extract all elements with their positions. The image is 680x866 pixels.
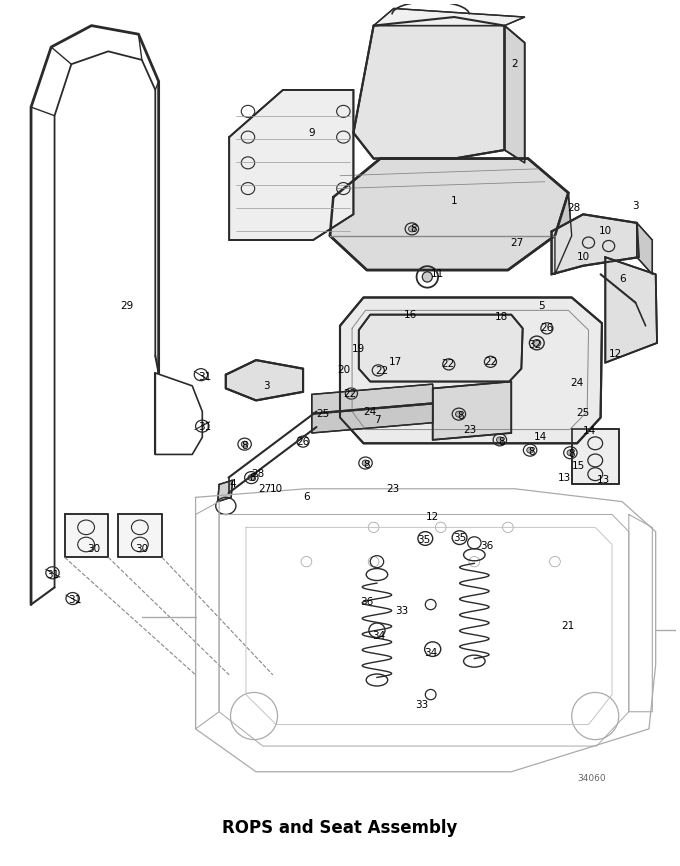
Polygon shape: [572, 429, 619, 484]
Text: 31: 31: [68, 595, 82, 605]
Text: 22: 22: [441, 359, 454, 370]
Text: 19: 19: [352, 344, 365, 354]
Text: 8: 8: [411, 224, 418, 234]
Text: 35: 35: [418, 535, 430, 546]
Ellipse shape: [248, 475, 255, 481]
Ellipse shape: [527, 447, 533, 453]
Text: 8: 8: [498, 436, 505, 447]
Polygon shape: [354, 17, 505, 158]
Text: 22: 22: [375, 366, 389, 376]
Polygon shape: [65, 514, 108, 558]
Text: 11: 11: [430, 269, 444, 280]
Text: 15: 15: [572, 461, 585, 470]
Text: 14: 14: [534, 432, 547, 443]
Text: 27: 27: [510, 237, 524, 248]
Text: 23: 23: [386, 484, 399, 494]
Text: 8: 8: [528, 447, 534, 457]
Text: 2: 2: [511, 59, 518, 69]
Text: 8: 8: [241, 441, 248, 451]
Text: 30: 30: [135, 544, 148, 553]
Text: 26: 26: [540, 323, 554, 333]
Text: 26: 26: [296, 436, 309, 447]
Text: 22: 22: [484, 357, 498, 367]
Polygon shape: [505, 26, 525, 163]
Polygon shape: [432, 382, 511, 440]
Text: 32: 32: [528, 339, 541, 350]
Text: 16: 16: [404, 310, 417, 320]
Text: 13: 13: [596, 475, 610, 485]
Text: 1: 1: [451, 197, 458, 206]
Text: 28: 28: [567, 204, 580, 213]
Text: 8: 8: [364, 460, 370, 469]
Polygon shape: [551, 214, 639, 275]
Polygon shape: [359, 314, 523, 382]
Text: 12: 12: [609, 349, 622, 359]
Polygon shape: [118, 514, 162, 558]
Ellipse shape: [409, 226, 415, 232]
Text: 21: 21: [562, 621, 575, 631]
Text: 34: 34: [373, 631, 386, 641]
Text: 14: 14: [583, 426, 596, 436]
Ellipse shape: [362, 460, 369, 466]
Text: 8: 8: [458, 410, 464, 421]
Text: 23: 23: [463, 425, 476, 436]
Text: 33: 33: [415, 700, 428, 710]
Text: 17: 17: [388, 357, 402, 367]
Polygon shape: [312, 385, 432, 413]
Text: 36: 36: [360, 597, 373, 607]
Text: ROPS and Seat Assembly: ROPS and Seat Assembly: [222, 818, 458, 837]
Text: 33: 33: [395, 606, 409, 617]
Text: 12: 12: [426, 512, 439, 522]
Text: 27: 27: [258, 484, 271, 494]
Polygon shape: [555, 193, 572, 275]
Text: 10: 10: [270, 484, 283, 494]
Text: 3: 3: [632, 201, 639, 210]
Text: 10: 10: [577, 252, 590, 262]
Text: 3: 3: [262, 381, 269, 391]
Text: 22: 22: [343, 390, 357, 399]
Polygon shape: [373, 9, 525, 26]
Text: 18: 18: [495, 313, 509, 322]
Text: 34: 34: [424, 649, 437, 658]
Text: 36: 36: [480, 541, 493, 552]
Text: 13: 13: [558, 473, 571, 482]
Text: 24: 24: [364, 406, 377, 417]
Ellipse shape: [496, 436, 503, 443]
Ellipse shape: [456, 411, 462, 417]
Text: 4: 4: [229, 480, 236, 489]
Text: 35: 35: [453, 533, 466, 544]
Text: 28: 28: [252, 469, 265, 479]
Text: 20: 20: [337, 365, 350, 375]
Text: 31: 31: [198, 372, 211, 382]
Ellipse shape: [567, 449, 574, 456]
Text: 30: 30: [88, 544, 101, 553]
Polygon shape: [218, 480, 233, 501]
Polygon shape: [605, 257, 657, 363]
Ellipse shape: [241, 441, 248, 447]
Text: 34060: 34060: [577, 774, 606, 783]
Text: 24: 24: [570, 378, 583, 388]
Polygon shape: [330, 158, 568, 270]
Text: 10: 10: [599, 226, 612, 236]
Text: 8: 8: [250, 474, 256, 483]
Text: 6: 6: [303, 493, 309, 502]
Ellipse shape: [422, 272, 432, 282]
Polygon shape: [229, 90, 354, 240]
Text: 7: 7: [373, 415, 380, 425]
Polygon shape: [340, 298, 602, 443]
Polygon shape: [637, 223, 652, 275]
Ellipse shape: [532, 339, 541, 346]
Text: 31: 31: [46, 571, 59, 580]
Text: 25: 25: [317, 409, 330, 419]
Text: 31: 31: [198, 422, 211, 432]
Text: 5: 5: [538, 301, 545, 311]
Polygon shape: [312, 404, 432, 433]
Text: 29: 29: [120, 301, 133, 311]
Text: 8: 8: [568, 449, 575, 460]
Text: 6: 6: [619, 274, 626, 284]
Text: 9: 9: [309, 128, 315, 138]
Text: 25: 25: [577, 408, 590, 418]
Polygon shape: [226, 360, 303, 400]
